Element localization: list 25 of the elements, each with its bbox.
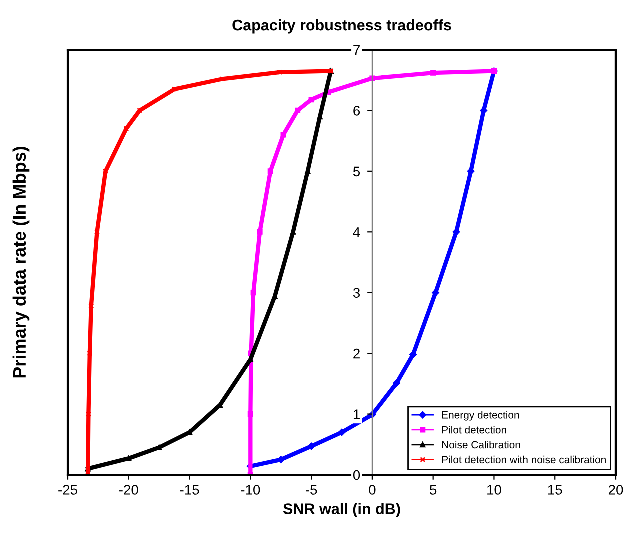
y-axis-title: Primary data rate (In Mbps) (12, 147, 30, 378)
y-tick-label: 7 (354, 45, 360, 56)
legend-label: Pilot detection with noise calibration (442, 456, 606, 464)
x-tick-label: -20 (119, 485, 138, 495)
y-tick-label: 1 (354, 410, 360, 420)
legend-label: Pilot detection (442, 426, 506, 434)
x-tick-label: -5 (306, 485, 318, 495)
x-tick-label: -25 (58, 485, 78, 495)
x-tick-label: -10 (241, 485, 260, 495)
y-tick-label: 6 (354, 106, 360, 116)
y-tick-label: 4 (353, 228, 360, 238)
y-tick-label: 2 (354, 348, 360, 359)
y-tick-label: 5 (353, 166, 360, 177)
x-tick-label: 5 (430, 485, 437, 495)
legend-label: Energy detection (442, 411, 520, 421)
chart-title: Capacity robustness tradeoffs (232, 19, 452, 34)
x-axis-title: SNR wall (in dB) (283, 503, 400, 518)
x-tick-label: 15 (548, 485, 562, 495)
legend-label: Noise Calibration (442, 440, 520, 449)
x-tick-label: -15 (180, 485, 200, 495)
x-tick-label: 0 (369, 485, 376, 495)
x-tick-label: 10 (488, 485, 502, 495)
y-tick-label: 3 (353, 288, 360, 298)
y-tick-label: 0 (353, 470, 360, 480)
x-tick-label: 20 (608, 485, 624, 495)
